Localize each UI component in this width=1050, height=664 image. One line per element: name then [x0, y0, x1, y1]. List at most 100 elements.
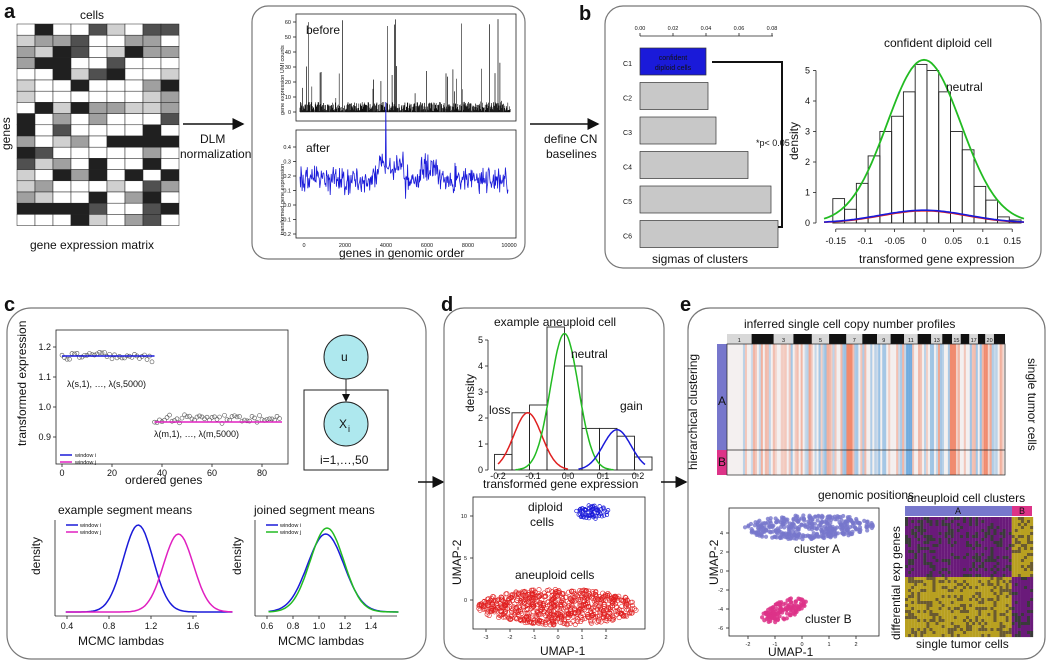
exp-cell: [926, 556, 930, 560]
exp-cell: [962, 622, 967, 626]
exp-cell: [1030, 607, 1034, 611]
c-xtick-label: 60: [207, 468, 217, 478]
matrix-cell: [34, 146, 54, 159]
matrix-cell: [142, 23, 162, 36]
heatmap-column: [752, 344, 755, 475]
exp-cell: [1014, 553, 1018, 557]
aneuploid-point: [577, 590, 583, 596]
exp-cell: [938, 523, 942, 527]
matrix-cell: [124, 90, 144, 103]
matrix-cell: [52, 214, 72, 226]
exp-cell: [990, 574, 994, 578]
after-signal-line: [299, 101, 509, 199]
exp-cell: [962, 583, 967, 587]
exp-cell: [962, 577, 967, 581]
exp-cell: [972, 556, 976, 560]
exp-cell: [1014, 601, 1018, 605]
exp-cell: [993, 610, 997, 614]
exp-cell: [923, 622, 927, 626]
exp-cell: [929, 520, 933, 524]
matrix-cell: [52, 90, 72, 103]
exp-cell: [953, 520, 957, 524]
exp-cell: [990, 565, 994, 569]
exp-cell: [1027, 550, 1031, 554]
matrix-cell: [124, 57, 144, 70]
exp-cell: [1008, 619, 1012, 623]
aneuploid-point: [574, 611, 580, 617]
significance-label: *p< 0.05: [756, 138, 790, 148]
umap-ytick-label-d: 5: [464, 556, 467, 562]
exp-cell: [947, 517, 951, 521]
exp-cell: [959, 550, 963, 554]
exp-cell: [966, 547, 970, 551]
exp-cell: [929, 568, 933, 572]
diploid-point: [604, 512, 610, 517]
exp-cell: [962, 592, 967, 596]
aneuploid-point: [502, 600, 508, 606]
exp-cell: [1002, 613, 1006, 617]
exp-cell: [929, 556, 933, 560]
after-ytick-label: 0.3: [283, 160, 291, 166]
exp-cell: [926, 547, 930, 551]
heatmap-column: [806, 344, 809, 475]
c-point: [204, 414, 210, 420]
exp-cell: [978, 529, 982, 533]
exp-cell: [941, 520, 945, 524]
exp-cell: [905, 580, 909, 584]
matrix-cell: [34, 113, 54, 126]
aneuploid-point: [501, 602, 507, 608]
exp-cell: [990, 559, 994, 563]
cluster-a-point: [855, 520, 860, 525]
exp-cell: [981, 622, 985, 626]
matrix-cell: [160, 102, 180, 114]
exp-cell: [911, 613, 915, 617]
exp-cell: [1030, 520, 1034, 524]
exp-cell: [926, 559, 930, 563]
transformed-expression-ylabel: transformed expression: [15, 321, 29, 446]
diploid-cells-label-1: diploid: [528, 500, 563, 514]
exp-cell: [990, 628, 994, 632]
exp-cell: [972, 589, 976, 593]
exp-cell: [959, 553, 963, 557]
exp-cell: [981, 574, 985, 578]
before-signal: [299, 19, 511, 113]
exp-cell: [966, 610, 970, 614]
exp-cell: [917, 592, 921, 596]
exp-cell: [1011, 571, 1015, 575]
aneuploid-point: [593, 593, 599, 599]
heatmap-column: [866, 344, 869, 475]
exp-cell: [1027, 583, 1031, 587]
exp-cell: [944, 589, 948, 593]
exp-cell: [911, 565, 915, 569]
exp-cell: [953, 553, 957, 557]
heatmap-column: [926, 344, 929, 475]
exp-cell: [908, 520, 912, 524]
exp-cell: [981, 538, 985, 542]
exp-cell: [990, 583, 994, 587]
matrix-cell: [142, 124, 162, 137]
matrix-cell: [16, 214, 36, 226]
c-point: [67, 356, 72, 362]
exp-cell: [975, 601, 979, 605]
matrix-cell: [70, 34, 90, 47]
plate: [303, 389, 389, 471]
chromosome-band: [993, 334, 1005, 344]
exp-cell: [959, 520, 963, 524]
exp-cell: [981, 631, 985, 635]
matrix-cell: [34, 68, 54, 81]
sigma-bar-label: C2: [623, 96, 632, 103]
exp-cell: [956, 610, 960, 614]
aneuploid-point: [567, 607, 573, 613]
exp-cell: [1011, 529, 1015, 533]
exp-cell: [947, 556, 951, 560]
exp-cell: [932, 628, 936, 632]
exp-cell: [953, 601, 957, 605]
exp-cell: [938, 601, 942, 605]
exp-cell: [1017, 580, 1021, 584]
exp-cell: [1011, 544, 1015, 548]
exp-cell: [920, 634, 924, 638]
exp-cell: [953, 568, 957, 572]
heatmap-column: [989, 344, 992, 475]
exp-cell: [1014, 613, 1018, 617]
exp-cell: [990, 517, 994, 521]
